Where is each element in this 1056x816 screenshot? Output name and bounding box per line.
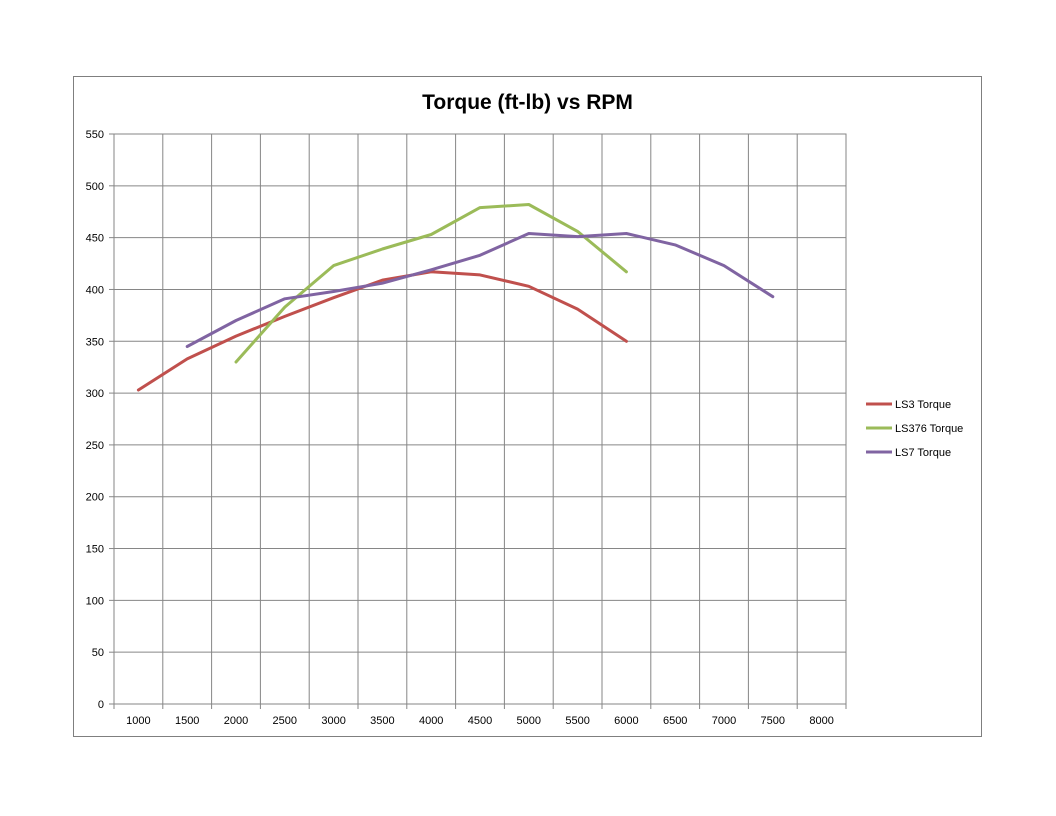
chart-svg: 0 50 100 150 200 250 300 350 400 450 500 550 1000 150… [86, 129, 964, 727]
series-line-2 [234, 203, 628, 364]
x-tick-label: 1500 [175, 715, 199, 727]
legend-item: LS7 Torque [866, 447, 951, 459]
x-tick-label: 5500 [565, 715, 589, 727]
y-tick-label: 200 [86, 492, 104, 504]
plot-area [113, 133, 847, 705]
chart-frame: Torque (ft-lb) vs RPM 0 50 100 150 200 250 300… [73, 76, 982, 737]
x-tick-label: 6500 [663, 715, 687, 727]
x-tick-label: 8000 [809, 715, 833, 727]
series-layer [136, 203, 775, 392]
y-tick-label: 500 [86, 181, 104, 193]
tick-layer: 0 50 100 150 200 250 300 350 400 450 500 550 1000 150… [86, 129, 847, 727]
x-tick-label: 2000 [224, 715, 248, 727]
y-tick-label: 300 [86, 388, 104, 400]
y-tick-label: 450 [86, 233, 104, 245]
y-tick-label: 100 [86, 595, 104, 607]
legend-label: LS3 Torque [895, 399, 951, 411]
grid-layer [113, 133, 847, 705]
legend-item: LS3 Torque [866, 399, 951, 411]
series-line-3 [185, 232, 775, 348]
y-tick-label: 400 [86, 284, 104, 296]
x-tick-label: 1000 [126, 715, 150, 727]
legend: LS3 Torque LS376 Torque LS7 Torque [866, 399, 963, 459]
x-tick-label: 3000 [321, 715, 345, 727]
x-tick-label: 7000 [712, 715, 736, 727]
y-tick-label: 550 [86, 129, 104, 141]
x-tick-label: 7500 [761, 715, 785, 727]
x-tick-label: 5000 [517, 715, 541, 727]
y-tick-label: 350 [86, 336, 104, 348]
legend-label: LS7 Torque [895, 447, 951, 459]
y-tick-label: 50 [92, 647, 104, 659]
x-tick-label: 6000 [614, 715, 638, 727]
y-tick-label: 250 [86, 440, 104, 452]
legend-label: LS376 Torque [895, 423, 963, 435]
y-tick-label: 150 [86, 544, 104, 556]
legend-item: LS376 Torque [866, 423, 963, 435]
x-tick-label: 4000 [419, 715, 443, 727]
chart-title: Torque (ft-lb) vs RPM [422, 91, 633, 114]
y-tick-label: 0 [98, 699, 104, 711]
x-tick-label: 2500 [273, 715, 297, 727]
x-tick-label: 3500 [370, 715, 394, 727]
series-line-1 [136, 270, 628, 392]
x-tick-label: 4500 [468, 715, 492, 727]
